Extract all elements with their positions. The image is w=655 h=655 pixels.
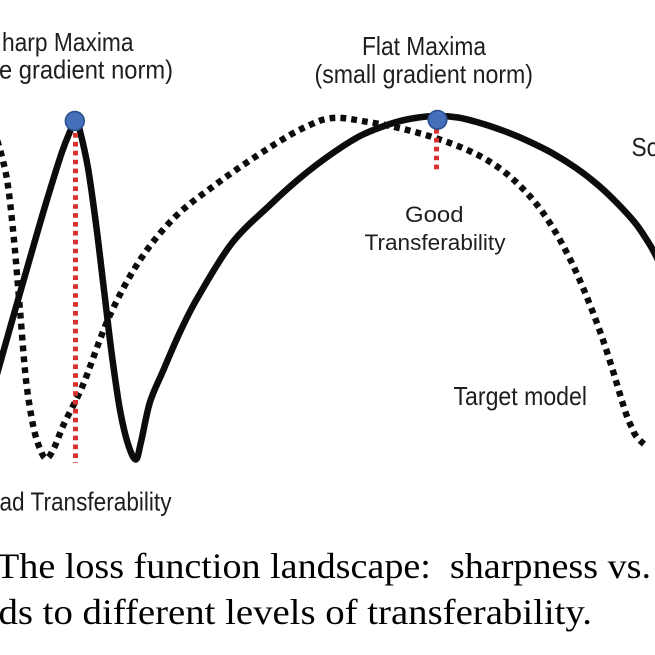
svg-text:ad Transferability: ad Transferability bbox=[0, 487, 172, 517]
svg-text:The loss function landscape:: The loss function landscape: sharpness v… bbox=[0, 546, 651, 586]
svg-text:Target model: Target model bbox=[454, 381, 588, 411]
svg-text:(small gradient norm): (small gradient norm) bbox=[315, 59, 534, 89]
svg-text:Transferability: Transferability bbox=[365, 230, 506, 255]
svg-text:Good: Good bbox=[405, 202, 464, 227]
svg-text:Source model: Source model bbox=[632, 132, 655, 162]
svg-text:harp Maxima: harp Maxima bbox=[2, 27, 134, 57]
svg-text:Flat Maxima: Flat Maxima bbox=[362, 31, 486, 61]
svg-text:ds to different levels of tran: ds to different levels of transferabilit… bbox=[0, 592, 592, 632]
svg-text:e gradient norm): e gradient norm) bbox=[0, 55, 173, 85]
